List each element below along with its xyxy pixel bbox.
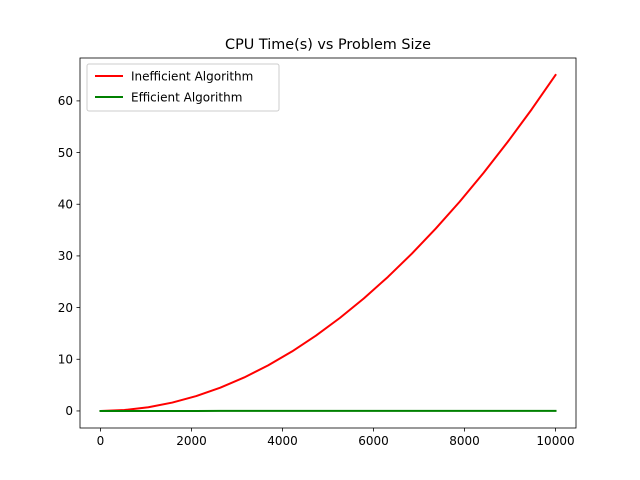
y-tick-label: 10 <box>58 353 73 367</box>
series-line-0 <box>99 73 557 412</box>
plot-frame <box>79 57 577 429</box>
x-tick-label: 6000 <box>358 434 389 448</box>
y-tick-label: 20 <box>58 301 73 315</box>
y-tick-label: 50 <box>58 146 73 160</box>
x-tick-label: 4000 <box>267 434 298 448</box>
legend-label-efficient: Efficient Algorithm <box>131 91 242 105</box>
legend: Inefficient Algorithm Efficient Algorith… <box>86 63 280 112</box>
y-tick-label: 40 <box>58 198 73 212</box>
x-tick-label: 2000 <box>176 434 207 448</box>
series-lines <box>99 73 557 412</box>
x-axis: 0 2000 4000 6000 8000 10000 <box>97 428 575 448</box>
plot-area <box>80 58 576 428</box>
y-tick-label: 30 <box>58 249 73 263</box>
legend-label-inefficient: Inefficient Algorithm <box>131 70 253 84</box>
x-tick-label: 0 <box>97 434 105 448</box>
x-tick-label: 8000 <box>449 434 480 448</box>
legend-frame <box>86 63 280 112</box>
y-tick-label: 0 <box>65 404 73 418</box>
x-tick-label: 10000 <box>536 434 574 448</box>
y-axis: 0 10 20 30 40 50 60 <box>58 94 80 418</box>
chart-title: CPU Time(s) vs Problem Size <box>225 37 431 53</box>
y-tick-label: 60 <box>58 94 73 108</box>
